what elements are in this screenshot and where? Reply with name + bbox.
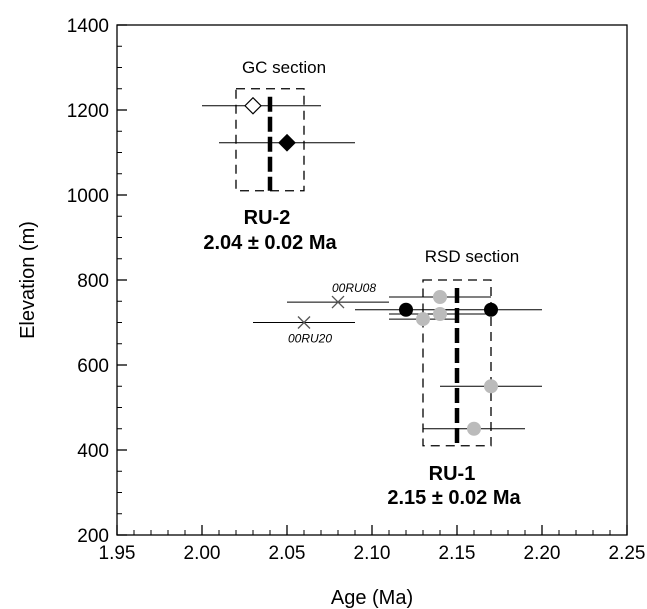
x-tick-label: 2.25 [609,543,646,564]
y-tick-label: 1400 [67,16,109,37]
data-points [202,96,542,436]
x-axis-title: Age (Ma) [331,587,413,609]
x-tick-label: 2.00 [184,543,221,564]
section-label: GC section [242,58,326,77]
data-point-circle [484,302,498,317]
sample-label: 00RU08 [332,281,376,295]
x-tick-label: 2.05 [269,543,306,564]
y-tick-label: 600 [77,356,109,377]
plot-frame [116,24,628,536]
y-tick-label: 800 [77,271,109,292]
result-name: RU-2 [244,207,291,229]
data-point-diamond [278,133,296,152]
y-axis-title: Elevation (m) [17,221,39,339]
sample-label: 00RU20 [288,332,332,346]
x-tick-label: 1.95 [99,543,136,564]
data-point-cross [297,316,311,329]
y-tick-label: 1200 [67,101,109,122]
data-point-circle [416,312,430,327]
data-point-diamond [244,96,262,115]
annotation-labels: 00RU08 00RU20 GC section RU-2 2.04 ± 0.02 Ma… [203,58,521,509]
y-tick-label: 1000 [67,186,109,207]
section-label: RSD section [425,247,519,266]
data-point-circle [433,290,447,304]
data-point-cross [331,295,345,309]
y-tick-label: 200 [77,526,109,547]
axis-ticks: 1.95 2.00 2.05 2.10 2.15 2.20 2.25 200 400 600 800… [67,16,646,564]
data-point-circle [433,307,447,321]
data-point-circle [467,421,481,436]
x-tick-label: 2.20 [524,543,561,564]
result-value: 2.15 ± 0.02 Ma [387,487,521,509]
uncertainty-box [422,279,492,447]
y-tick-label: 400 [77,441,109,462]
data-point-circle [399,302,413,317]
result-value: 2.04 ± 0.02 Ma [203,232,337,254]
result-name: RU-1 [429,463,476,485]
x-tick-label: 2.10 [354,543,391,564]
data-point-circle [484,379,498,394]
x-tick-label: 2.15 [439,543,476,564]
